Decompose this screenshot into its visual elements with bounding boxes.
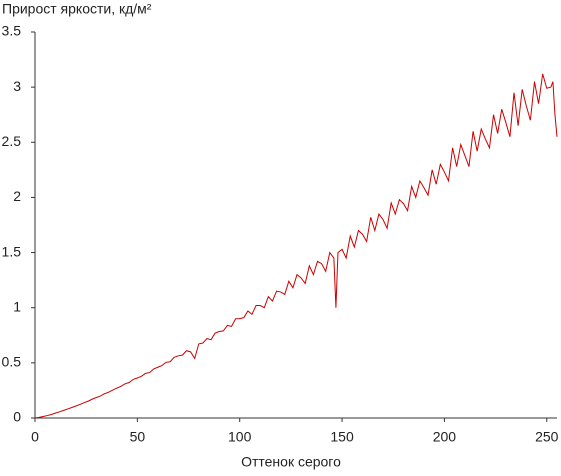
x-tick-label: 100 <box>228 429 252 445</box>
x-tick-label: 0 <box>31 429 39 445</box>
x-tick-label: 250 <box>535 429 559 445</box>
y-tick-label: 3.5 <box>2 23 22 39</box>
y-tick-label: 0.5 <box>2 354 22 370</box>
y-tick-label: 1.5 <box>2 243 22 259</box>
y-tick-label: 3 <box>13 78 21 94</box>
x-tick-label: 150 <box>330 429 354 445</box>
y-tick-label: 1 <box>13 298 21 314</box>
data-line <box>34 73 558 419</box>
y-tick-label: 0 <box>13 409 21 425</box>
x-tick-label: 50 <box>130 429 146 445</box>
x-axis-label: Оттенок серого <box>241 454 341 470</box>
x-tick-label: 200 <box>433 429 457 445</box>
y-axis-label: Прирост яркости, кд/м² <box>2 1 152 17</box>
y-tick-label: 2 <box>13 188 21 204</box>
y-tick-label: 2.5 <box>2 133 22 149</box>
